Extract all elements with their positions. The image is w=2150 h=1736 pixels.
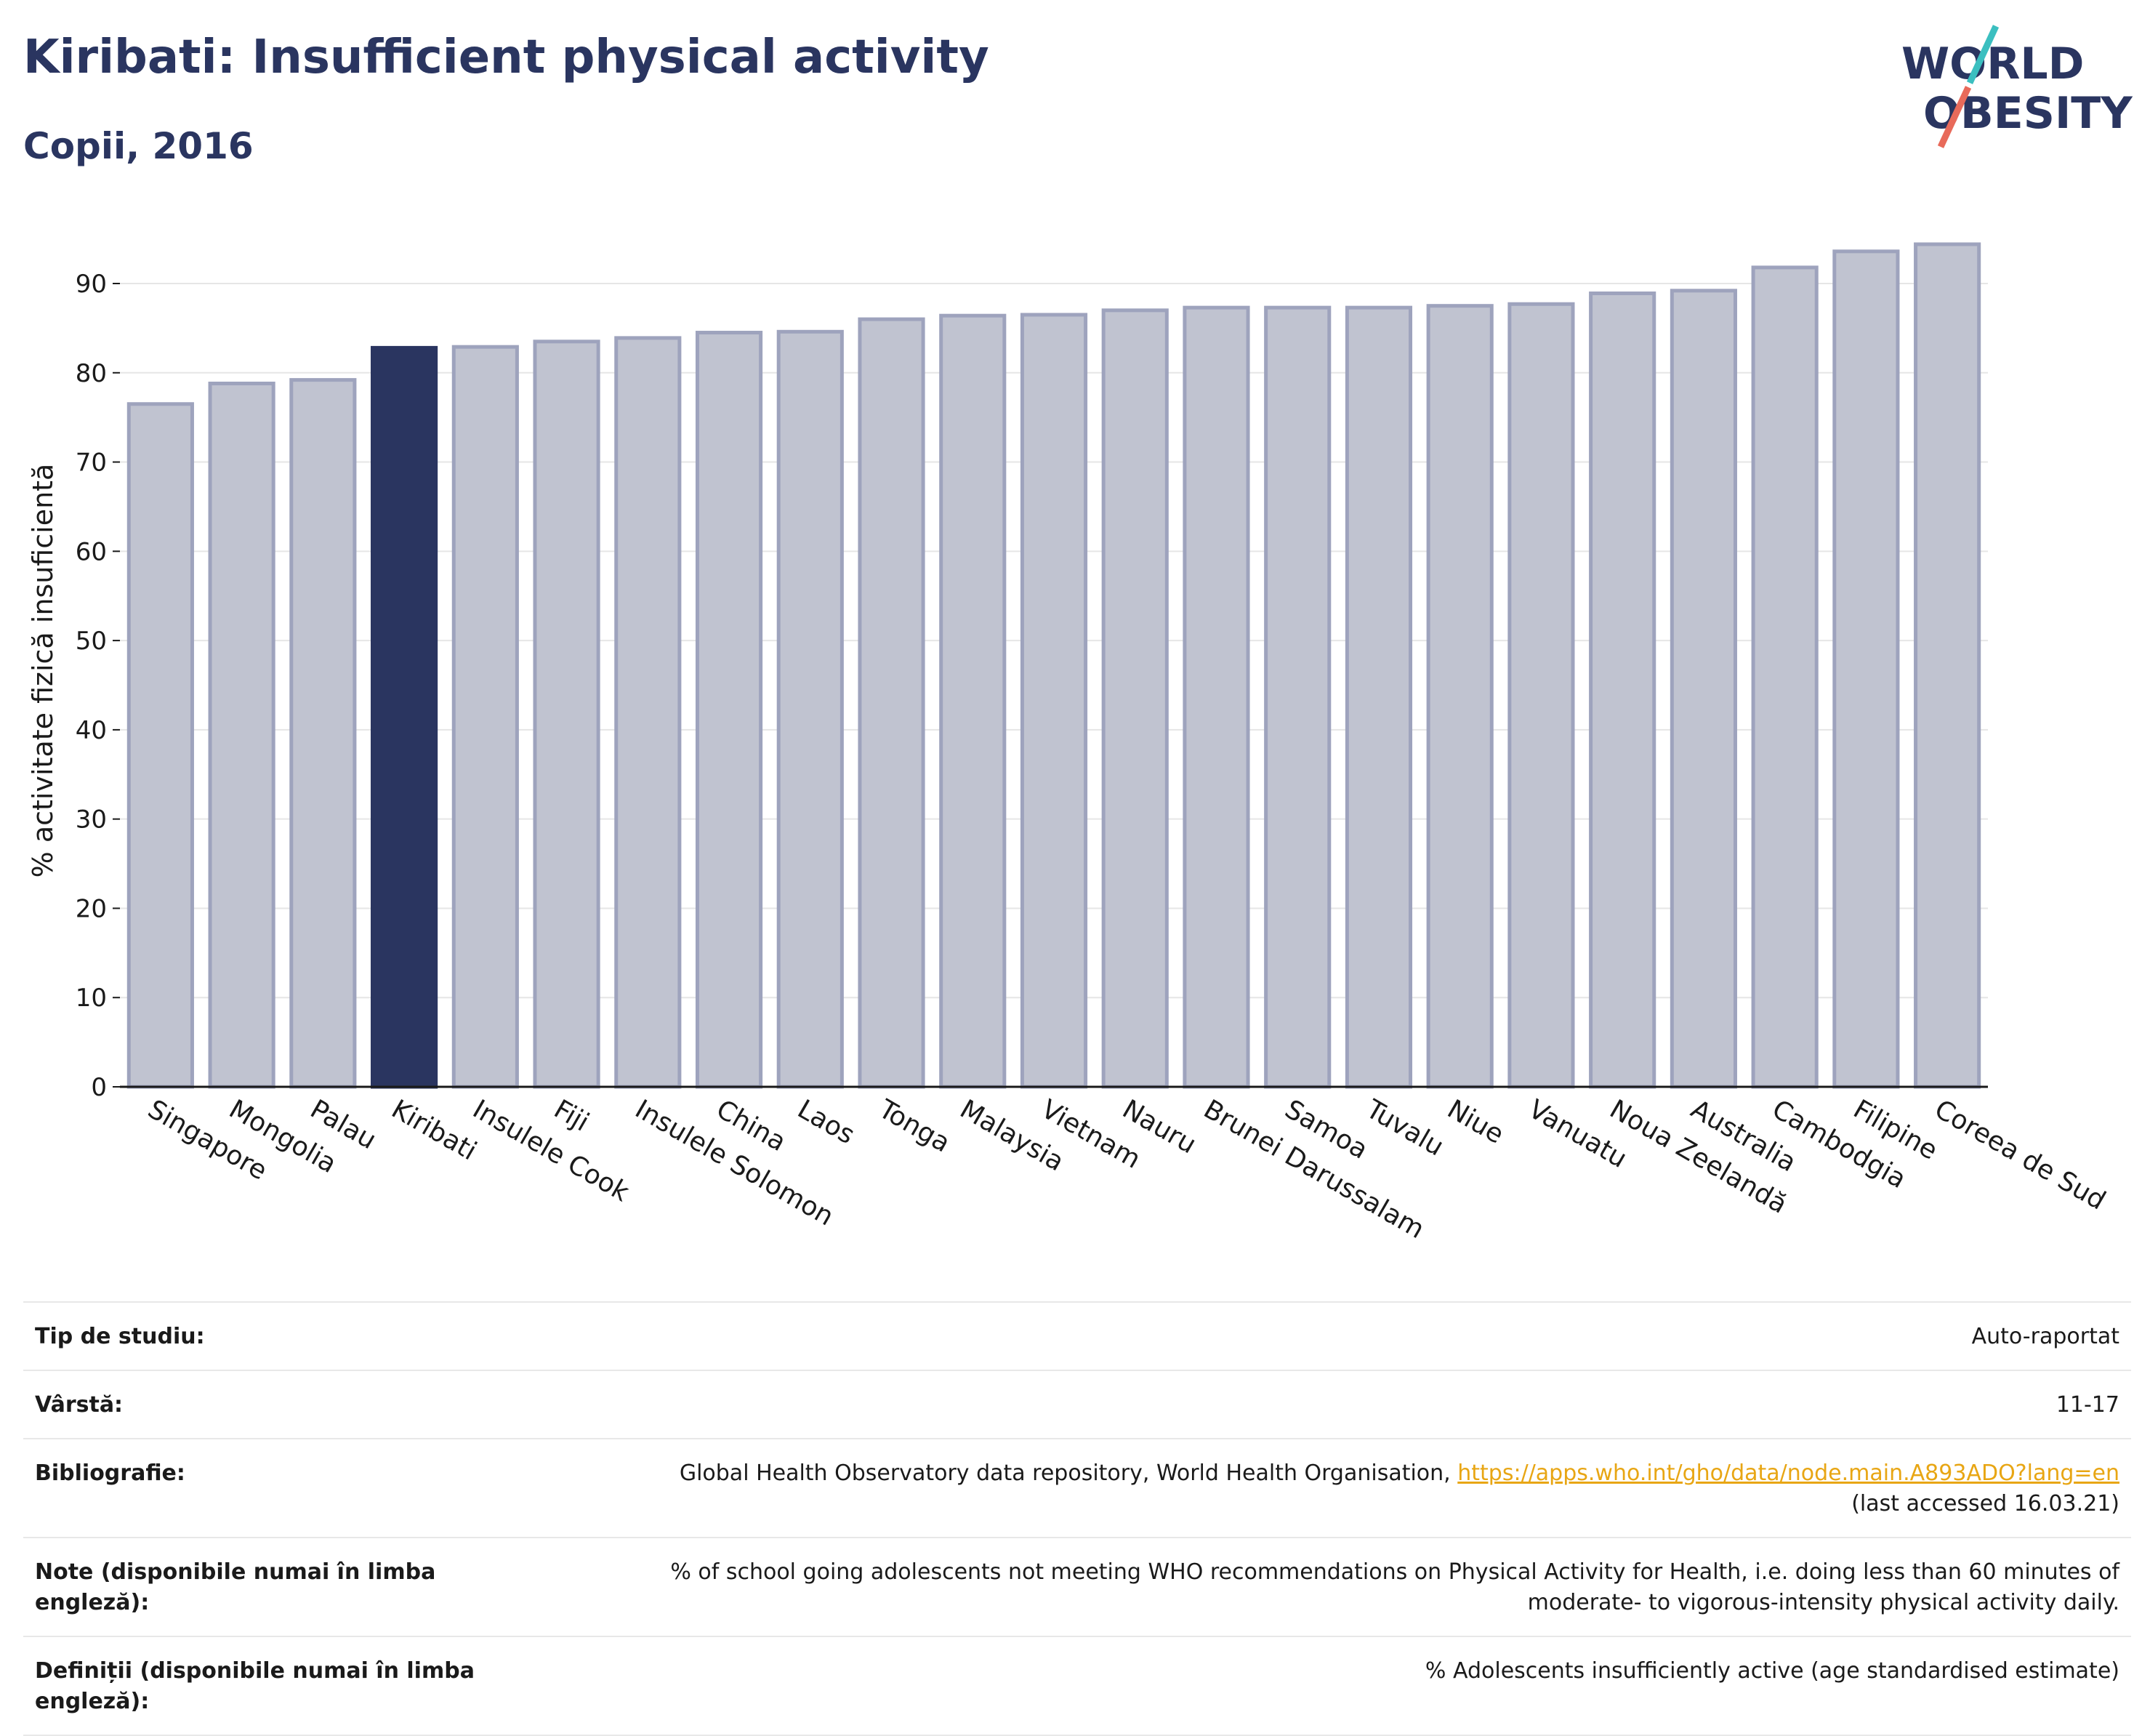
x-tick-label: Laos	[792, 1094, 859, 1150]
y-tick-label: 50	[76, 627, 107, 656]
bar-vietnam	[1020, 313, 1088, 1089]
world-obesity-logo: WORLD OBESITY	[1901, 25, 2133, 148]
bar-tuvalu	[1345, 305, 1413, 1089]
page-title: Kiribati: Insufficient physical activity	[23, 31, 989, 84]
info-value: % Adolescents insufficiently active (age…	[1425, 1658, 2119, 1684]
bar-kiribati	[371, 345, 438, 1089]
y-tick-label: 20	[76, 894, 107, 923]
notes-text-cont: moderate- to vigorous-intensity physical…	[1527, 1590, 2119, 1615]
y-axis-label: % activitate fizică insuficientă	[27, 464, 59, 878]
y-tick-label: 80	[76, 359, 107, 388]
logo-line-1: WORLD	[1901, 39, 2084, 89]
x-tick-label: Niue	[1442, 1094, 1508, 1149]
info-row-age: Vârstă: 11-17	[23, 1370, 2131, 1438]
y-tick-label: 0	[91, 1073, 107, 1102]
info-row-notes: Note (disponibile numai în limba engleză…	[23, 1537, 2131, 1636]
bar-noua-zeelandă	[1589, 292, 1656, 1089]
bibliography-accessed: (last accessed 16.03.21)	[1851, 1491, 2119, 1516]
y-tick-label: 10	[76, 984, 107, 1013]
x-tick-label: Fiji	[549, 1094, 594, 1138]
notes-text: % of school going adolescents not meetin…	[670, 1559, 2119, 1585]
y-tick-label: 60	[76, 537, 107, 566]
bar-chart: 0 10 20 30 40 50 60 70 80 90 SingaporeMongoliaPal…	[27, 242, 2111, 1245]
bar-niue	[1426, 304, 1494, 1089]
x-tick-label: Insulele Cook	[467, 1094, 634, 1207]
info-label: Bibliografie:	[35, 1460, 185, 1486]
x-tick-label: Tuvalu	[1361, 1094, 1449, 1162]
y-tick-label: 90	[76, 270, 107, 299]
bar-australia	[1670, 289, 1737, 1089]
info-row-study-type: Tip de studiu: Auto-raportat	[23, 1301, 2131, 1370]
bar-laos	[776, 329, 844, 1089]
bars	[126, 242, 1981, 1089]
info-row-bibliography: Bibliografie: Global Health Observatory …	[23, 1438, 2131, 1537]
bar-samoa	[1264, 305, 1332, 1089]
bar-coreea-de-sud	[1914, 242, 1981, 1089]
x-tick-label: Kiribati	[387, 1094, 482, 1166]
info-label: Note (disponibile numai în limba engleză…	[35, 1559, 436, 1615]
logo-slash-teal	[1966, 25, 2000, 84]
y-tick-labels: 0 10 20 30 40 50 60 70 80 90	[76, 270, 107, 1102]
y-tick-label: 30	[76, 805, 107, 835]
info-table: Tip de studiu: Auto-raportat Vârstă: 11-…	[23, 1301, 2131, 1736]
page-subtitle: Copii, 2016	[23, 125, 254, 167]
bar-china	[695, 331, 763, 1089]
bar-fiji	[533, 339, 600, 1089]
bar-mongolia	[208, 382, 275, 1089]
bar-malaysia	[939, 313, 1007, 1089]
x-tick-label: Tonga	[873, 1094, 955, 1159]
bar-tonga	[858, 317, 925, 1089]
bibliography-link[interactable]: https://apps.who.int/gho/data/node.main.…	[1457, 1460, 2119, 1486]
info-value: 11-17	[2056, 1392, 2119, 1418]
x-tick-label: Coreea de Sud	[1930, 1094, 2111, 1215]
info-row-definitions: Definiții (disponibile numai în limba en…	[23, 1636, 2131, 1736]
bar-filipine	[1832, 249, 1900, 1089]
info-label: Vârstă:	[35, 1392, 124, 1418]
y-tick-label: 70	[76, 449, 107, 478]
y-tick-label: 40	[76, 716, 107, 745]
axes	[113, 283, 1988, 1088]
info-value: Global Health Observatory data repositor…	[544, 1458, 2131, 1519]
bibliography-text: Global Health Observatory data repositor…	[679, 1460, 1451, 1486]
bar-vanuatu	[1507, 302, 1575, 1089]
info-label: Definiții (disponibile numai în limba en…	[35, 1658, 475, 1714]
info-value: Auto-raportat	[1971, 1324, 2119, 1349]
info-label: Tip de studiu:	[35, 1324, 205, 1349]
bar-nauru	[1101, 308, 1169, 1089]
logo-slash-red	[1937, 86, 1972, 148]
bar-insulele-cook	[451, 345, 519, 1089]
info-value: % of school going adolescents not meetin…	[544, 1557, 2131, 1618]
bar-palau	[289, 378, 357, 1089]
bar-insulele-solomon	[614, 336, 682, 1089]
bar-singapore	[126, 402, 194, 1089]
bar-cambodgia	[1751, 265, 1819, 1089]
bar-brunei-darussalam	[1183, 305, 1250, 1089]
